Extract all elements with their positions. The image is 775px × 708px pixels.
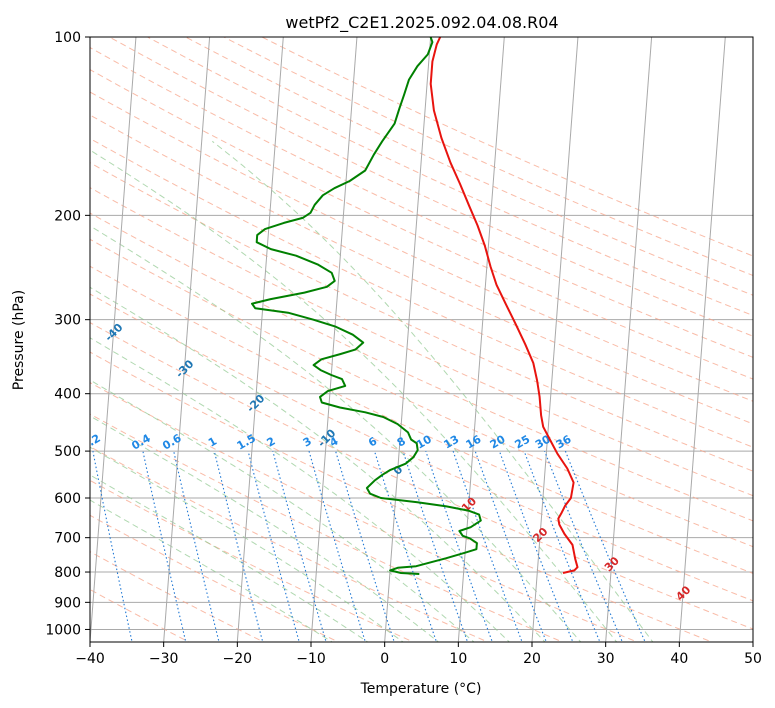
isotherm-line bbox=[384, 37, 432, 642]
mixing-ratio-line bbox=[308, 450, 366, 642]
y-tick-label: 300 bbox=[54, 313, 81, 329]
mixing-ratio-line bbox=[335, 450, 395, 642]
y-tick-label: 800 bbox=[54, 565, 81, 581]
y-axis-label: Pressure (hPa) bbox=[11, 290, 27, 390]
isotherm-line bbox=[236, 37, 284, 642]
dry-adiabat-line bbox=[90, 514, 340, 642]
moist-adiabats bbox=[90, 140, 654, 642]
dewpoint-profile-line bbox=[251, 37, 482, 575]
dry-adiabat-line bbox=[108, 37, 753, 337]
mixing-ratio-line bbox=[564, 450, 646, 642]
moist-adiabat-line bbox=[90, 225, 582, 642]
dry-adiabat-line bbox=[90, 265, 753, 574]
y-axis: 100 200 300 400 500 600 700 800 900 1000 bbox=[45, 30, 90, 638]
mixing-ratio-line bbox=[498, 450, 574, 642]
moist-adiabat-line bbox=[90, 149, 618, 642]
dry-adiabat-line bbox=[90, 187, 753, 497]
y-tick-label: 1000 bbox=[45, 622, 81, 638]
dry-adiabat-line bbox=[90, 212, 753, 522]
y-tick-label: 200 bbox=[54, 208, 81, 224]
moist-adiabat-line bbox=[211, 140, 654, 642]
temperature-profile-line bbox=[429, 37, 579, 574]
y-tick-label: 900 bbox=[54, 595, 81, 611]
x-tick-label: 40 bbox=[670, 651, 688, 667]
plot-frame bbox=[89, 36, 754, 643]
isotherm-line bbox=[457, 37, 505, 642]
x-tick-label: 10 bbox=[449, 651, 467, 667]
dry-adiabat-line bbox=[90, 162, 753, 472]
dry-adiabat-line bbox=[90, 46, 753, 358]
y-tick-label: 400 bbox=[54, 387, 81, 403]
profile-series bbox=[251, 37, 579, 575]
isotherm-line bbox=[163, 37, 211, 642]
x-tick-label: −30 bbox=[149, 651, 179, 667]
isotherm-line bbox=[605, 37, 653, 642]
dry-adiabat-line bbox=[90, 446, 490, 642]
mixing-ratio-line bbox=[92, 450, 133, 642]
y-tick-label: 600 bbox=[54, 491, 81, 507]
mixing-ratio-line bbox=[173, 450, 220, 642]
x-axis-label: Temperature (°C) bbox=[360, 681, 482, 697]
dry-adiabat-line bbox=[90, 293, 753, 602]
mixing-ratio-line bbox=[523, 450, 601, 642]
isotherm-line bbox=[310, 37, 358, 642]
dry-adiabat-line bbox=[90, 114, 753, 425]
isotherm-line bbox=[678, 37, 726, 642]
dry-adiabats bbox=[90, 37, 753, 642]
x-tick-label: 0 bbox=[380, 651, 389, 667]
moist-adiabat-line bbox=[90, 379, 475, 642]
x-tick-label: −10 bbox=[296, 651, 326, 667]
mixing-ratio-line bbox=[247, 450, 300, 642]
dry-adiabat-line bbox=[90, 382, 639, 642]
dry-adiabat-line bbox=[146, 37, 753, 317]
x-tick-label: 50 bbox=[744, 651, 762, 667]
dry-adiabat-line bbox=[90, 322, 753, 630]
moist-adiabat-line bbox=[90, 286, 546, 642]
moist-adiabat-line bbox=[90, 415, 440, 642]
pressure-gridlines bbox=[90, 37, 753, 630]
moist-adiabat-line bbox=[90, 474, 369, 642]
y-tick-label: 700 bbox=[54, 531, 81, 547]
y-tick-label: 500 bbox=[54, 444, 81, 460]
isotherm-line bbox=[90, 37, 137, 642]
x-tick-label: −40 bbox=[75, 651, 105, 667]
dry-adiabat-line bbox=[90, 91, 753, 402]
mixing-ratio-line bbox=[474, 450, 547, 642]
x-tick-label: 20 bbox=[523, 651, 541, 667]
isotherms bbox=[90, 37, 753, 642]
dry-adiabat-line bbox=[90, 413, 564, 642]
plot-area: -100-90-80-70-60-50-40-30-20-10010203040… bbox=[90, 37, 753, 642]
dry-adiabat-line bbox=[90, 69, 753, 380]
mixing-ratio-line bbox=[213, 450, 264, 642]
moist-adiabat-line bbox=[90, 337, 511, 642]
x-axis: −40 −30 −20 −10 0 10 20 30 40 50 bbox=[75, 642, 762, 667]
mixing-ratio-lines bbox=[92, 450, 646, 642]
isotherm-line bbox=[531, 37, 579, 642]
y-tick-label: 100 bbox=[54, 30, 81, 46]
mixing-ratio-line bbox=[544, 450, 623, 642]
chart-title: wetPf2_C2E1.2025.092.04.08.R04 bbox=[285, 13, 558, 33]
dry-adiabat-line bbox=[90, 137, 753, 448]
mixing-ratio-line bbox=[272, 450, 327, 642]
mixing-ratio-line bbox=[142, 450, 187, 642]
x-tick-label: 30 bbox=[597, 651, 615, 667]
x-tick-label: −20 bbox=[223, 651, 253, 667]
